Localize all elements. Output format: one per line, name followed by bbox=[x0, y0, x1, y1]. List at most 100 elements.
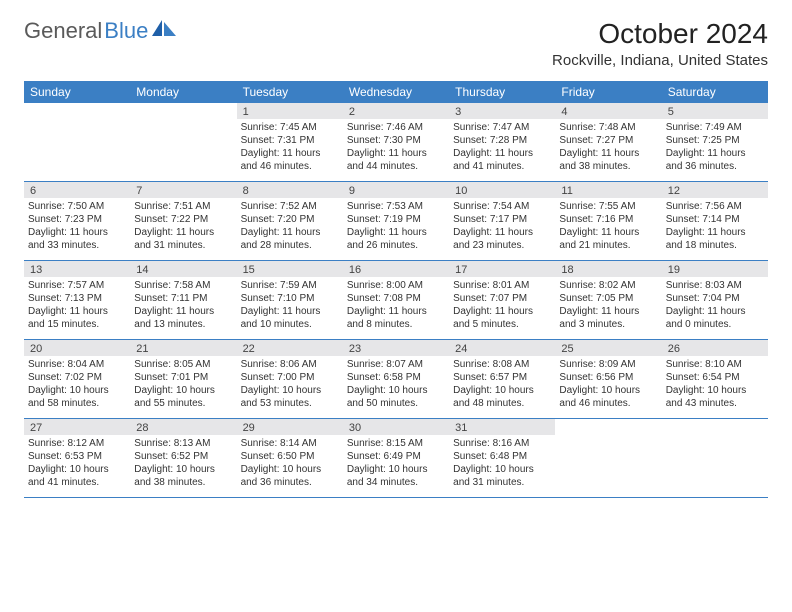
day-day1: Daylight: 11 hours bbox=[666, 305, 764, 318]
day-number: 11 bbox=[555, 182, 661, 198]
day-sunset: Sunset: 7:31 PM bbox=[241, 134, 339, 147]
day-day2: and 46 minutes. bbox=[241, 160, 339, 173]
day-cell: 24Sunrise: 8:08 AMSunset: 6:57 PMDayligh… bbox=[449, 340, 555, 418]
day-sunrise: Sunrise: 8:00 AM bbox=[347, 279, 445, 292]
day-sunset: Sunset: 6:52 PM bbox=[134, 450, 232, 463]
day-day2: and 43 minutes. bbox=[666, 397, 764, 410]
day-number: 1 bbox=[237, 103, 343, 119]
day-sunset: Sunset: 7:10 PM bbox=[241, 292, 339, 305]
day-day2: and 38 minutes. bbox=[559, 160, 657, 173]
day-day1: Daylight: 11 hours bbox=[453, 147, 551, 160]
day-sunrise: Sunrise: 8:01 AM bbox=[453, 279, 551, 292]
day-number: 28 bbox=[130, 419, 236, 435]
day-day2: and 50 minutes. bbox=[347, 397, 445, 410]
day-day1: Daylight: 10 hours bbox=[347, 384, 445, 397]
day-number bbox=[24, 103, 130, 119]
day-sunset: Sunset: 7:16 PM bbox=[559, 213, 657, 226]
day-day2: and 21 minutes. bbox=[559, 239, 657, 252]
day-cell: 17Sunrise: 8:01 AMSunset: 7:07 PMDayligh… bbox=[449, 261, 555, 339]
day-sunset: Sunset: 6:56 PM bbox=[559, 371, 657, 384]
day-sunset: Sunset: 7:25 PM bbox=[666, 134, 764, 147]
day-cell: 13Sunrise: 7:57 AMSunset: 7:13 PMDayligh… bbox=[24, 261, 130, 339]
day-day1: Daylight: 11 hours bbox=[666, 226, 764, 239]
day-day1: Daylight: 11 hours bbox=[559, 147, 657, 160]
day-day2: and 0 minutes. bbox=[666, 318, 764, 331]
day-cell: 21Sunrise: 8:05 AMSunset: 7:01 PMDayligh… bbox=[130, 340, 236, 418]
day-cell: 7Sunrise: 7:51 AMSunset: 7:22 PMDaylight… bbox=[130, 182, 236, 260]
day-day1: Daylight: 10 hours bbox=[134, 463, 232, 476]
day-day2: and 53 minutes. bbox=[241, 397, 339, 410]
day-cell: 5Sunrise: 7:49 AMSunset: 7:25 PMDaylight… bbox=[662, 103, 768, 181]
day-day1: Daylight: 10 hours bbox=[453, 384, 551, 397]
day-sunset: Sunset: 6:58 PM bbox=[347, 371, 445, 384]
day-sunrise: Sunrise: 7:55 AM bbox=[559, 200, 657, 213]
day-sunset: Sunset: 7:01 PM bbox=[134, 371, 232, 384]
logo-text-general: General bbox=[24, 18, 102, 44]
day-sunset: Sunset: 7:30 PM bbox=[347, 134, 445, 147]
day-number: 3 bbox=[449, 103, 555, 119]
day-day2: and 23 minutes. bbox=[453, 239, 551, 252]
day-day1: Daylight: 10 hours bbox=[559, 384, 657, 397]
day-cell: 19Sunrise: 8:03 AMSunset: 7:04 PMDayligh… bbox=[662, 261, 768, 339]
day-sunrise: Sunrise: 8:15 AM bbox=[347, 437, 445, 450]
day-day1: Daylight: 11 hours bbox=[347, 305, 445, 318]
day-number: 5 bbox=[662, 103, 768, 119]
day-number: 20 bbox=[24, 340, 130, 356]
day-day1: Daylight: 10 hours bbox=[134, 384, 232, 397]
day-sunrise: Sunrise: 8:09 AM bbox=[559, 358, 657, 371]
week-row: 1 Sunrise: 7:45 AMSunset: 7:31 PM Daylight… bbox=[24, 103, 768, 182]
day-day1: Daylight: 11 hours bbox=[134, 226, 232, 239]
logo-sail-icon bbox=[152, 20, 180, 38]
day-cell: 25Sunrise: 8:09 AMSunset: 6:56 PMDayligh… bbox=[555, 340, 661, 418]
day-sunrise: Sunrise: 8:08 AM bbox=[453, 358, 551, 371]
day-cell bbox=[24, 103, 130, 181]
day-sunrise: Sunrise: 8:04 AM bbox=[28, 358, 126, 371]
weekday-header-row: Sunday Monday Tuesday Wednesday Thursday… bbox=[24, 81, 768, 103]
day-day1: Daylight: 11 hours bbox=[347, 226, 445, 239]
day-sunset: Sunset: 7:00 PM bbox=[241, 371, 339, 384]
day-day1: Daylight: 11 hours bbox=[559, 305, 657, 318]
day-number: 31 bbox=[449, 419, 555, 435]
day-cell: 6Sunrise: 7:50 AMSunset: 7:23 PMDaylight… bbox=[24, 182, 130, 260]
day-number: 26 bbox=[662, 340, 768, 356]
page-title: October 2024 bbox=[552, 18, 768, 50]
day-sunrise: Sunrise: 7:48 AM bbox=[559, 121, 657, 134]
week-row: 6Sunrise: 7:50 AMSunset: 7:23 PMDaylight… bbox=[24, 182, 768, 261]
weekday-header: Sunday bbox=[24, 81, 130, 103]
day-cell: 28Sunrise: 8:13 AMSunset: 6:52 PMDayligh… bbox=[130, 419, 236, 497]
day-day2: and 48 minutes. bbox=[453, 397, 551, 410]
day-sunrise: Sunrise: 8:02 AM bbox=[559, 279, 657, 292]
day-sunrise: Sunrise: 8:06 AM bbox=[241, 358, 339, 371]
day-day2: and 46 minutes. bbox=[559, 397, 657, 410]
day-sunrise: Sunrise: 7:58 AM bbox=[134, 279, 232, 292]
day-day2: and 18 minutes. bbox=[666, 239, 764, 252]
page-subtitle: Rockville, Indiana, United States bbox=[552, 52, 768, 69]
day-sunset: Sunset: 7:28 PM bbox=[453, 134, 551, 147]
day-sunrise: Sunrise: 7:50 AM bbox=[28, 200, 126, 213]
day-day2: and 31 minutes. bbox=[453, 476, 551, 489]
day-cell: 11Sunrise: 7:55 AMSunset: 7:16 PMDayligh… bbox=[555, 182, 661, 260]
day-sunset: Sunset: 6:54 PM bbox=[666, 371, 764, 384]
title-block: October 2024 Rockville, Indiana, United … bbox=[552, 18, 768, 69]
day-cell: 27Sunrise: 8:12 AMSunset: 6:53 PMDayligh… bbox=[24, 419, 130, 497]
day-cell: 18Sunrise: 8:02 AMSunset: 7:05 PMDayligh… bbox=[555, 261, 661, 339]
day-day1: Daylight: 10 hours bbox=[241, 384, 339, 397]
day-number bbox=[130, 103, 236, 119]
day-number: 15 bbox=[237, 261, 343, 277]
weeks-container: 1 Sunrise: 7:45 AMSunset: 7:31 PM Daylight… bbox=[24, 103, 768, 498]
day-number: 6 bbox=[24, 182, 130, 198]
day-day2: and 58 minutes. bbox=[28, 397, 126, 410]
day-cell: 12Sunrise: 7:56 AMSunset: 7:14 PMDayligh… bbox=[662, 182, 768, 260]
day-number: 8 bbox=[237, 182, 343, 198]
day-cell bbox=[130, 103, 236, 181]
day-day1: Daylight: 11 hours bbox=[347, 147, 445, 160]
day-day2: and 36 minutes. bbox=[241, 476, 339, 489]
day-sunrise: Sunrise: 7:53 AM bbox=[347, 200, 445, 213]
day-number: 29 bbox=[237, 419, 343, 435]
day-sunrise: Sunrise: 8:03 AM bbox=[666, 279, 764, 292]
day-day2: and 38 minutes. bbox=[134, 476, 232, 489]
day-cell: 31Sunrise: 8:16 AMSunset: 6:48 PMDayligh… bbox=[449, 419, 555, 497]
day-sunrise: Sunrise: 7:45 AM bbox=[241, 121, 339, 134]
logo: General Blue bbox=[24, 18, 180, 44]
day-sunset: Sunset: 7:08 PM bbox=[347, 292, 445, 305]
